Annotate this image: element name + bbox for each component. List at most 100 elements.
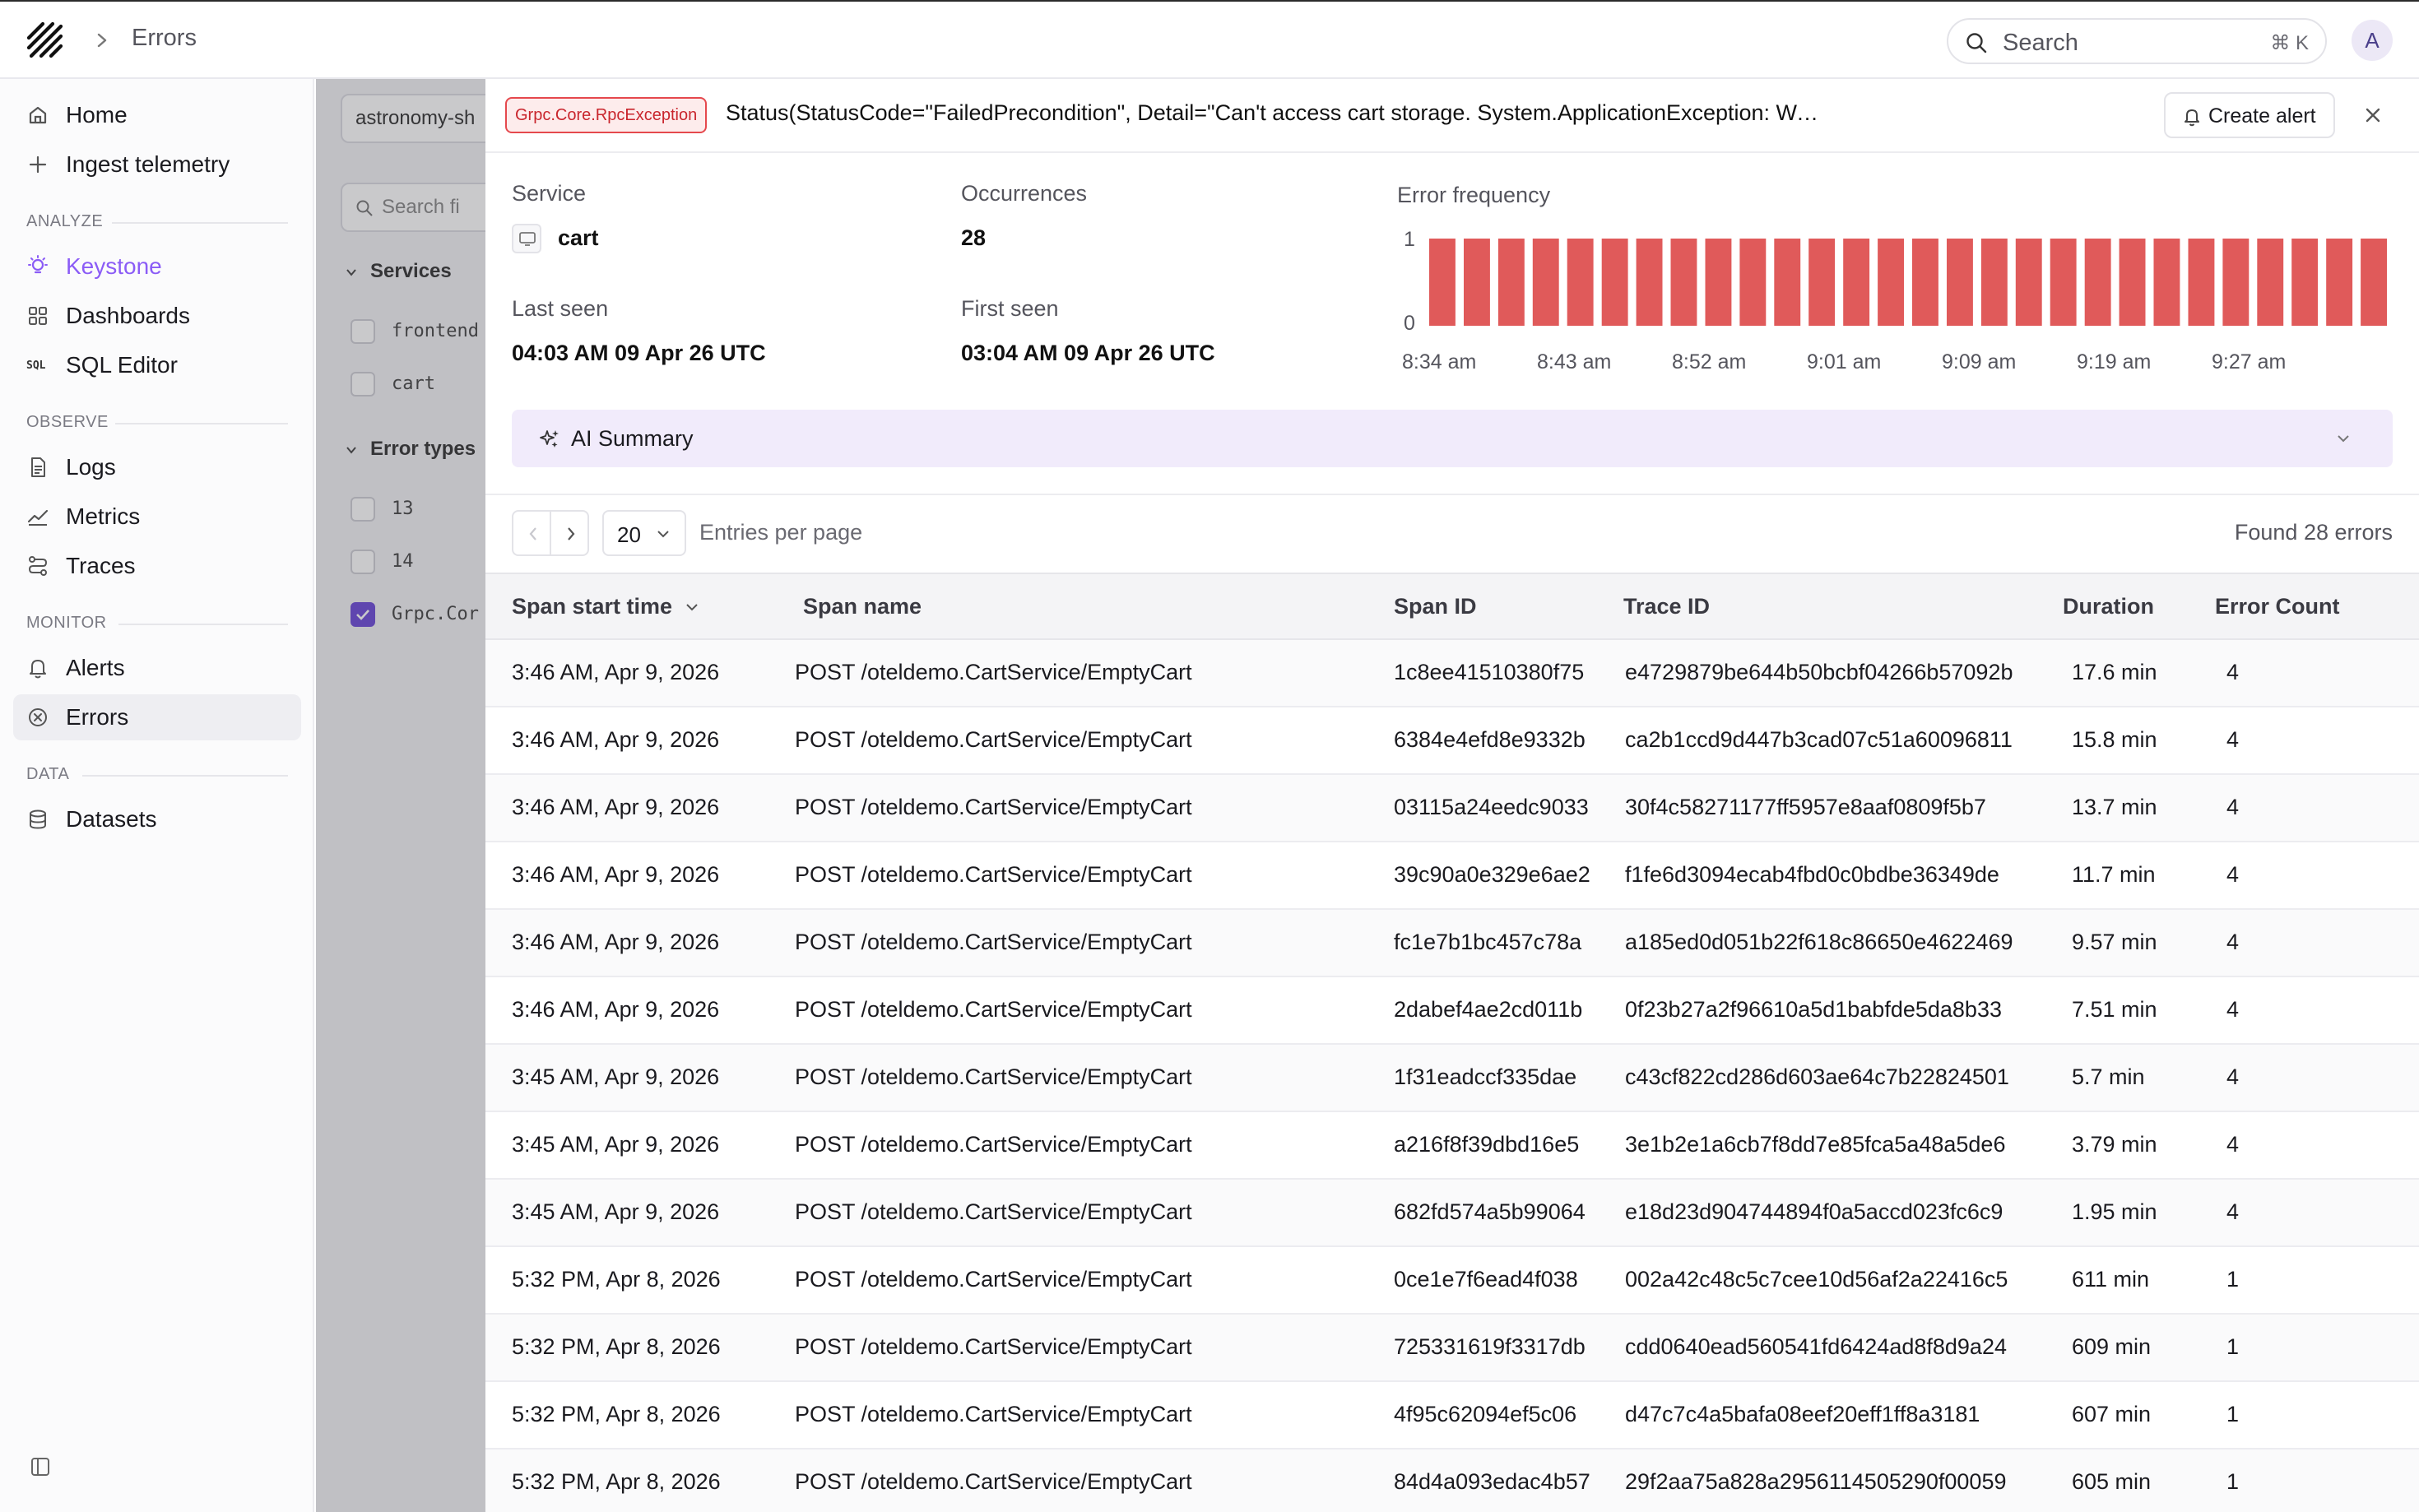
sidebar-item-label: Metrics — [66, 503, 141, 529]
section-header-monitor: MONITOR — [26, 614, 107, 632]
service-label: Service — [512, 181, 587, 206]
chart-bar[interactable] — [2361, 239, 2387, 326]
table-row[interactable]: 3:45 AM, Apr 9, 2026 POST /oteldemo.CartS… — [485, 1112, 2419, 1180]
table-row[interactable]: 3:46 AM, Apr 9, 2026 POST /oteldemo.CartS… — [485, 707, 2419, 775]
chart-bar[interactable] — [1980, 239, 2008, 326]
sidebar-item-metrics[interactable]: Metrics — [13, 494, 301, 540]
cell-error-count: 4 — [2226, 1132, 2240, 1157]
chart-bar[interactable] — [1739, 239, 1767, 326]
chart-bar[interactable] — [1912, 239, 1938, 326]
chart-bar[interactable] — [2188, 239, 2215, 326]
chart-bar[interactable] — [2291, 239, 2319, 326]
ai-summary-label: AI Summary — [571, 426, 694, 451]
error-type-checkbox-checked[interactable] — [351, 602, 375, 627]
chart-bar[interactable] — [1636, 239, 1663, 326]
column-header-span-start-time[interactable]: Span start time — [512, 594, 700, 619]
cell-span-name: POST /oteldemo.CartService/EmptyCart — [795, 1334, 1192, 1359]
modal-overlay[interactable] — [316, 79, 485, 1512]
chart-bar[interactable] — [1601, 239, 1628, 326]
error-type-checkbox[interactable] — [351, 550, 375, 574]
sidebar-item-ingest-telemetry[interactable]: Ingest telemetry — [13, 141, 301, 188]
sidebar-item-sql-editor[interactable]: SQL SQL Editor — [13, 342, 301, 388]
last-seen-label: Last seen — [512, 296, 609, 321]
sidebar-item-datasets[interactable]: Datasets — [13, 796, 301, 842]
chart-bar[interactable] — [1567, 239, 1594, 326]
breadcrumb-title[interactable]: Errors — [132, 25, 197, 51]
service-checkbox-cart[interactable] — [351, 372, 375, 397]
chart-bar[interactable] — [2119, 239, 2146, 326]
table-row[interactable]: 5:32 PM, Apr 8, 2026 POST /oteldemo.CartS… — [485, 1449, 2419, 1512]
home-icon — [29, 106, 47, 124]
service-checkbox-frontend[interactable] — [351, 319, 375, 344]
column-header-span-name[interactable]: Span name — [803, 594, 922, 619]
column-header-span-id[interactable]: Span ID — [1394, 594, 1477, 619]
table-row[interactable]: 3:45 AM, Apr 9, 2026 POST /oteldemo.CartS… — [485, 1045, 2419, 1112]
create-alert-label: Create alert — [2208, 104, 2316, 128]
sidebar-item-home[interactable]: Home — [13, 92, 301, 138]
cell-duration: 7.51 min — [2072, 997, 2157, 1022]
services-header[interactable]: Services — [370, 260, 452, 282]
chart-bar[interactable] — [2153, 239, 2180, 326]
close-icon[interactable] — [2360, 102, 2386, 128]
chart-bar[interactable] — [2050, 239, 2077, 326]
error-types-header[interactable]: Error types — [370, 438, 476, 460]
avatar[interactable]: A — [2352, 20, 2393, 61]
cell-span-start-time: 5:32 PM, Apr 8, 2026 — [512, 1334, 721, 1359]
service-value[interactable]: cart — [558, 225, 599, 250]
next-page-button[interactable] — [550, 510, 589, 556]
table-row[interactable]: 5:32 PM, Apr 8, 2026 POST /oteldemo.CartS… — [485, 1315, 2419, 1382]
table-row[interactable]: 3:46 AM, Apr 9, 2026 POST /oteldemo.CartS… — [485, 640, 2419, 707]
entries-per-page-select[interactable]: 20 — [602, 510, 686, 556]
chart-bar[interactable] — [2222, 239, 2250, 326]
chart-bar[interactable] — [1808, 239, 1836, 326]
table-row[interactable]: 3:45 AM, Apr 9, 2026 POST /oteldemo.CartS… — [485, 1180, 2419, 1247]
divider — [485, 494, 2419, 495]
sidebar-item-label: Ingest telemetry — [66, 151, 230, 177]
cell-span-start-time: 3:46 AM, Apr 9, 2026 — [512, 660, 720, 684]
sidebar-item-errors[interactable]: Errors — [13, 694, 301, 740]
ai-summary-accordion[interactable]: AI Summary — [512, 410, 2393, 467]
sidebar-item-logs[interactable]: Logs — [13, 444, 301, 490]
table-row[interactable]: 5:32 PM, Apr 8, 2026 POST /oteldemo.CartS… — [485, 1382, 2419, 1449]
chart-bar[interactable] — [1843, 239, 1870, 326]
search-input[interactable]: Search ⌘ K — [1947, 18, 2327, 64]
sidebar-item-alerts[interactable]: Alerts — [13, 645, 301, 691]
cell-span-name: POST /oteldemo.CartService/EmptyCart — [795, 1469, 1192, 1494]
chart-bar[interactable] — [1670, 239, 1697, 326]
chart-bar[interactable] — [2084, 239, 2111, 326]
chart-bar[interactable] — [1947, 239, 1973, 326]
table-row[interactable]: 3:46 AM, Apr 9, 2026 POST /oteldemo.CartS… — [485, 842, 2419, 910]
cell-trace-id: 3e1b2e1a6cb7f8dd7e85fca5a48a5de6 — [1625, 1132, 2006, 1157]
sidebar-item-keystone[interactable]: Keystone — [13, 243, 301, 290]
create-alert-button[interactable]: Create alert — [2164, 92, 2335, 138]
table-row[interactable]: 3:46 AM, Apr 9, 2026 POST /oteldemo.CartS… — [485, 977, 2419, 1045]
chart-bar[interactable] — [1464, 239, 1490, 326]
filter-search-input[interactable]: Search fi — [341, 183, 485, 232]
column-header-error-count[interactable]: Error Count — [2215, 594, 2340, 619]
column-header-duration[interactable]: Duration — [2063, 594, 2154, 619]
prev-page-button[interactable] — [512, 510, 551, 556]
app-logo-icon[interactable] — [25, 20, 66, 61]
sidebar-item-traces[interactable]: Traces — [13, 543, 301, 589]
cell-error-count: 4 — [2226, 795, 2240, 819]
chart-bar[interactable] — [1429, 239, 1456, 326]
table-row[interactable]: 3:46 AM, Apr 9, 2026 POST /oteldemo.CartS… — [485, 775, 2419, 842]
error-type-checkbox[interactable] — [351, 497, 375, 522]
chart-bar[interactable] — [2015, 239, 2042, 326]
table-row[interactable]: 5:32 PM, Apr 8, 2026 POST /oteldemo.CartS… — [485, 1247, 2419, 1315]
chart-bar[interactable] — [1497, 239, 1525, 326]
table-row[interactable]: 3:46 AM, Apr 9, 2026 POST /oteldemo.CartS… — [485, 910, 2419, 977]
chart-bar[interactable] — [1878, 239, 1904, 326]
column-header-trace-id[interactable]: Trace ID — [1623, 594, 1711, 619]
chart-bar[interactable] — [2257, 239, 2284, 326]
chart-bar[interactable] — [1532, 239, 1559, 326]
dataset-select[interactable]: astronomy-sh — [341, 94, 485, 143]
chart-bar[interactable] — [2326, 239, 2353, 326]
sidebar-item-dashboards[interactable]: Dashboards — [13, 293, 301, 339]
cell-span-start-time: 5:32 PM, Apr 8, 2026 — [512, 1402, 721, 1426]
divider — [115, 423, 288, 424]
chart-bar[interactable] — [1705, 239, 1732, 326]
sidebar-collapse-icon[interactable] — [30, 1456, 51, 1477]
cell-span-start-time: 3:46 AM, Apr 9, 2026 — [512, 727, 720, 752]
chart-bar[interactable] — [1774, 239, 1801, 326]
